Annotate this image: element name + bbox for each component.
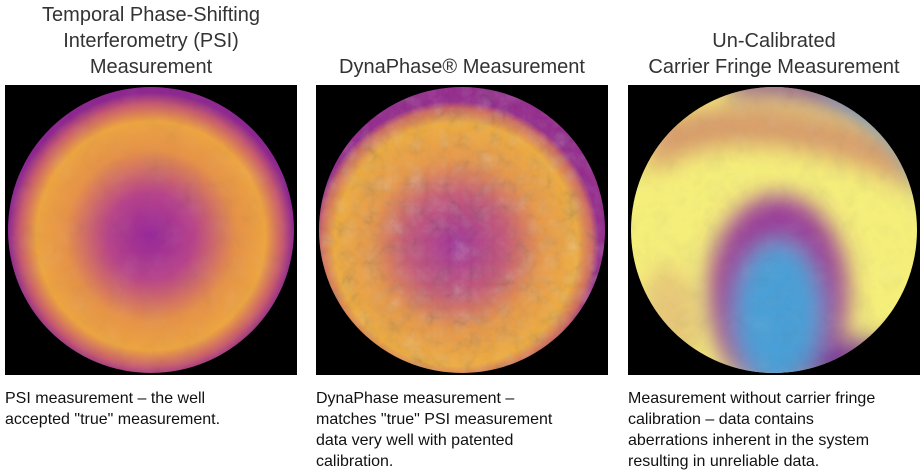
panel-title: Un-Calibrated Carrier Fringe Measurement: [624, 28, 921, 80]
caption-line: aberrations inherent in the system: [628, 432, 870, 449]
caption-line: DynaPhase measurement –: [316, 390, 515, 407]
title-line: Temporal Phase-Shifting: [42, 4, 260, 26]
caption-line: accepted "true" measurement.: [5, 411, 221, 428]
panel-caption: PSI measurement – the well accepted "tru…: [5, 388, 305, 430]
title-line: Carrier Fringe Measurement: [648, 56, 900, 78]
panel-title: DynaPhase® Measurement: [312, 54, 612, 80]
psi-image: [5, 85, 297, 375]
caption-line: data very well with patented: [316, 432, 514, 449]
dynaphase-image: [316, 85, 608, 375]
caption-line: matches "true" PSI measurement: [316, 411, 553, 428]
caption-line: PSI measurement – the well: [5, 390, 206, 407]
caption-line: calibration – data contains: [628, 411, 814, 428]
panel-caption: Measurement without carrier fringe calib…: [628, 388, 921, 472]
caption-line: resulting in unreliable data.: [628, 453, 820, 470]
caption-line: calibration.: [316, 453, 394, 470]
title-line: Measurement: [89, 56, 213, 78]
title-line: Interferometry (PSI): [63, 30, 239, 52]
caption-line: Measurement without carrier fringe: [628, 390, 876, 407]
panel-caption: DynaPhase measurement – matches "true" P…: [316, 388, 616, 472]
panel-title: Temporal Phase-Shifting Interferometry (…: [1, 2, 301, 80]
carrier-fringe-image: [628, 85, 920, 375]
title-line: DynaPhase® Measurement: [339, 56, 585, 78]
title-line: Un-Calibrated: [712, 30, 836, 52]
